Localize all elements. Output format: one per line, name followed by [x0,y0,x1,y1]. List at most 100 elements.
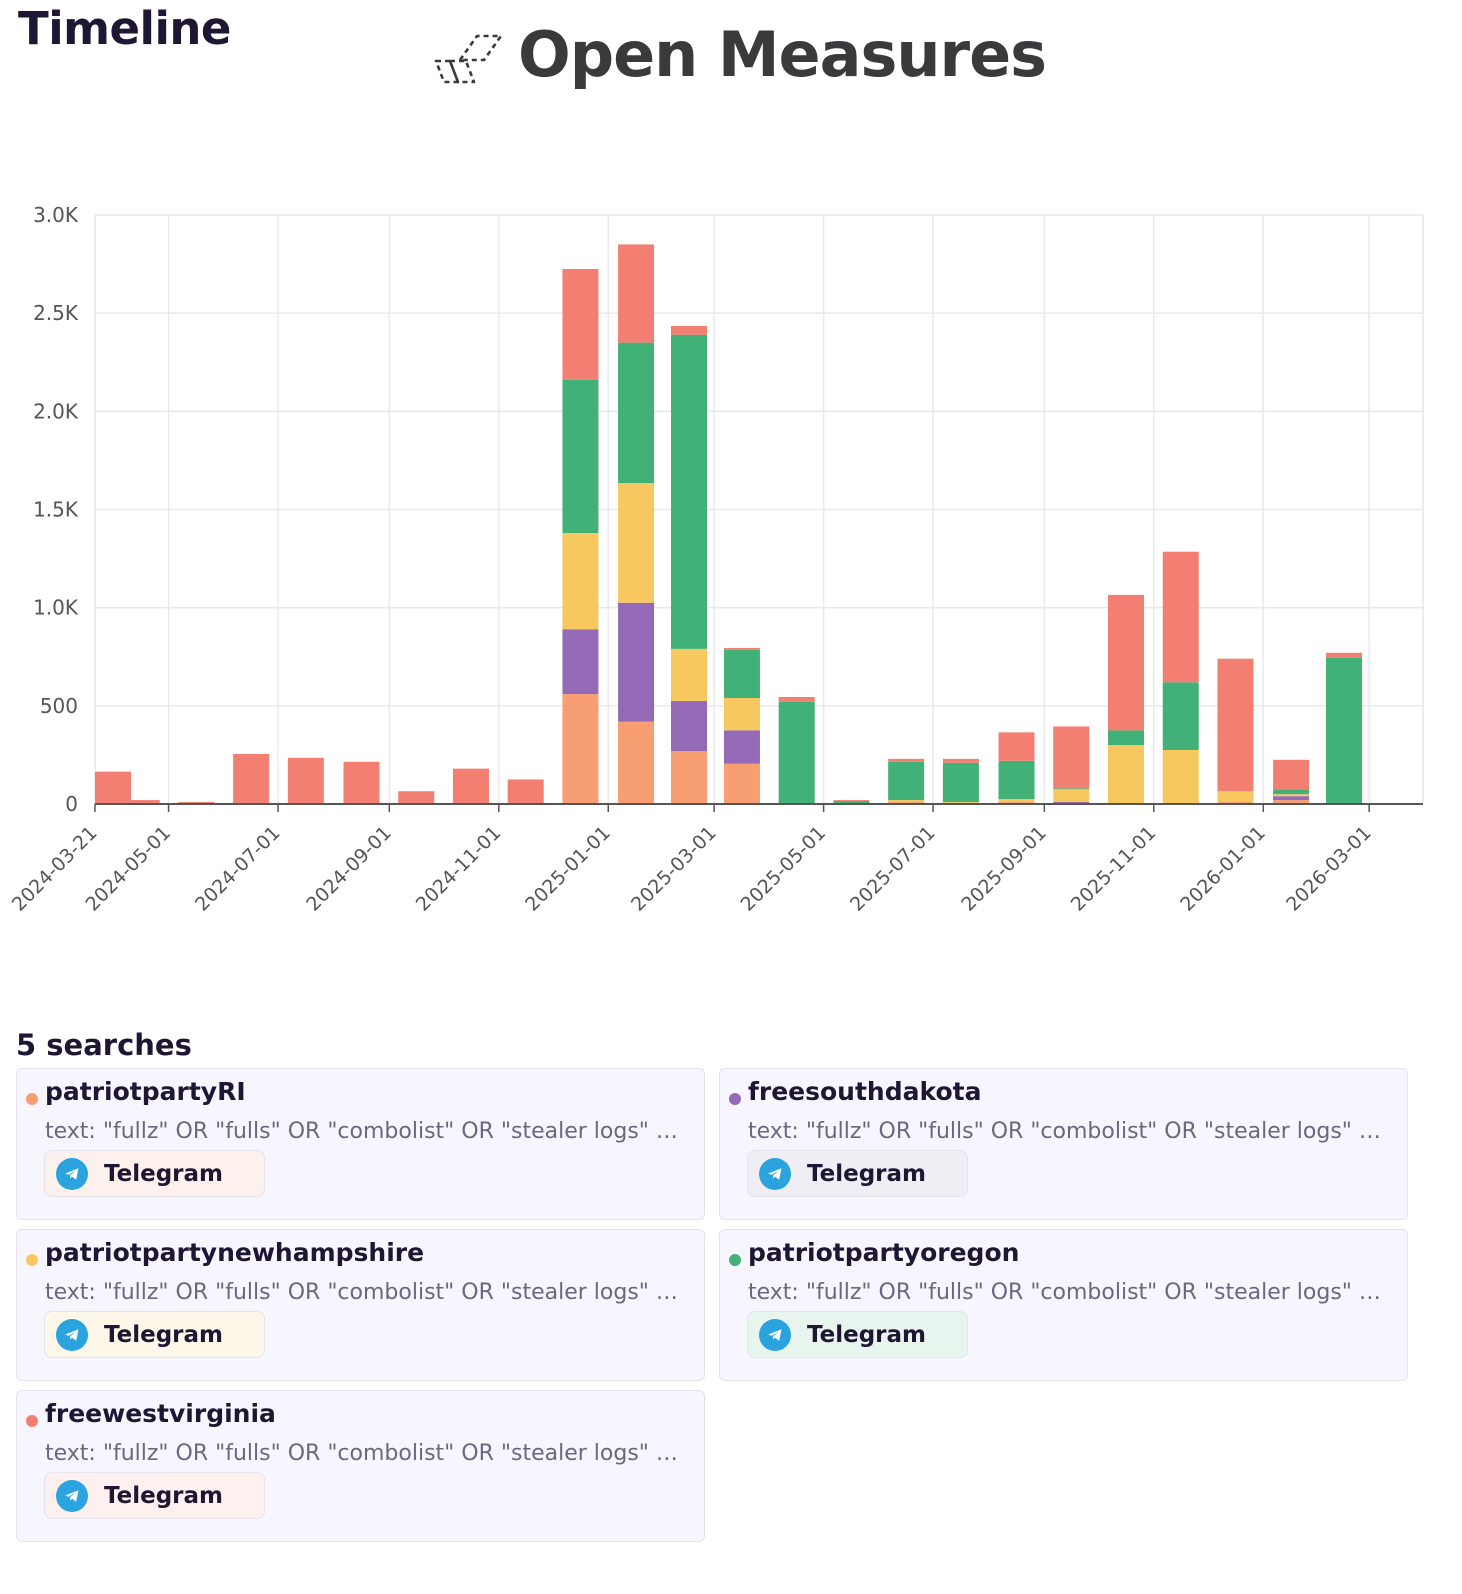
bar-segment-freewestvirginia [1107,594,1144,731]
platform-label: Telegram [807,1160,927,1187]
bar-segment-patriotpartynewhampshire [998,799,1035,803]
platform-badge[interactable]: Telegram [44,1472,265,1519]
bar-segment-patriotpartyRI [618,721,655,804]
x-tick-label: 2026-03-01 [1282,822,1376,916]
bar-segment-patriotpartynewhampshire [1217,791,1254,803]
bar-segment-freewestvirginia [287,757,324,804]
bar-segment-patriotpartyoregon [888,761,925,801]
search-color-dot [26,1093,38,1105]
bar-segment-freewestvirginia [723,647,760,650]
bar-segment-patriotpartyoregon [618,342,655,483]
bar-segment-patriotpartyoregon [998,760,1035,800]
search-card[interactable]: freewestvirginia text: "fullz" OR "fulls"… [16,1390,705,1542]
bar-segment-patriotpartyoregon [1053,788,1090,790]
x-tick-label: 2024-07-01 [191,822,285,916]
brand[interactable]: Open Measures [432,18,1047,91]
search-name: patriotpartynewhampshire [45,1238,425,1267]
bar-segment-patriotpartyoregon [1273,789,1310,795]
bar-segment-freesouthdakota [1273,796,1310,801]
platform-badge[interactable]: Telegram [44,1150,265,1197]
bar-segment-patriotpartynewhampshire [723,697,760,731]
telegram-icon [759,1318,791,1351]
bar-segment-freewestvirginia [888,758,925,762]
bar-segment-patriotpartynewhampshire [1273,794,1310,797]
telegram-icon [56,1157,88,1190]
bar-segment-patriotpartyoregon [833,801,870,804]
search-name: patriotpartyoregon [748,1238,1020,1267]
search-name: patriotpartyRI [45,1077,246,1106]
bar-segment-freewestvirginia [562,268,599,380]
platform-badge[interactable]: Telegram [747,1311,968,1358]
bar-segment-patriotpartyoregon [942,762,979,803]
search-color-dot [729,1254,741,1266]
bar-segment-patriotpartynewhampshire [562,533,599,630]
search-name: freewestvirginia [45,1399,276,1428]
open-measures-logo-icon [434,34,503,83]
x-tick-label: 2025-09-01 [957,822,1051,916]
platform-badge[interactable]: Telegram [44,1311,265,1358]
bar-segment-patriotpartynewhampshire [1162,750,1199,804]
search-card[interactable]: patriotpartyRI text: "fullz" OR "fulls" O… [16,1068,705,1220]
telegram-icon [56,1479,88,1512]
y-tick-label: 1.5K [33,498,79,522]
platform-badge[interactable]: Telegram [747,1150,968,1197]
bar-segment-patriotpartyRI [1273,800,1310,804]
y-tick-label: 1.0K [33,596,79,620]
platform-label: Telegram [104,1321,224,1348]
platform-label: Telegram [104,1160,224,1187]
bar-segment-freewestvirginia [507,779,544,804]
bar-segment-patriotpartynewhampshire [1107,745,1144,804]
search-card[interactable]: freesouthdakota text: "fullz" OR "fulls" … [719,1068,1408,1220]
bar-segment-patriotpartyRI [671,750,708,804]
y-tick-label: 2.5K [33,301,79,325]
x-tick-label: 2025-05-01 [737,822,831,916]
telegram-icon [56,1318,88,1351]
bar-segment-patriotpartynewhampshire [942,802,979,804]
x-tick-label: 2024-09-01 [302,822,396,916]
bar-segment-patriotpartyoregon [1162,682,1199,751]
x-tick-label: 2025-03-01 [627,822,721,916]
search-query: text: "fullz" OR "fulls" OR "combolist" … [748,1119,1388,1144]
search-color-dot [26,1415,38,1427]
bar-segment-patriotpartynewhampshire [618,482,655,603]
search-query: text: "fullz" OR "fulls" OR "combolist" … [45,1441,685,1466]
bar-segment-freewestvirginia [998,732,1035,761]
search-query: text: "fullz" OR "fulls" OR "combolist" … [45,1119,685,1144]
bar-segment-freewestvirginia [618,244,655,343]
bar-segment-freewestvirginia [942,758,979,763]
bar-segment-patriotpartyoregon [723,649,760,698]
x-tick-label: 2025-01-01 [521,822,615,916]
bar-segment-freewestvirginia [1217,658,1254,792]
page-title: Timeline [18,2,231,55]
y-tick-label: 3.0K [33,203,79,227]
x-tick-label: 2025-11-01 [1067,822,1161,916]
search-color-dot [729,1093,741,1105]
platform-label: Telegram [807,1321,927,1348]
bar-segment-freesouthdakota [671,700,708,751]
search-color-dot [26,1254,38,1266]
timeline-chart: 05001.0K1.5K2.0K2.5K3.0K2024-03-212024-0… [8,203,1424,916]
bar-segment-freewestvirginia [1053,726,1090,789]
search-query: text: "fullz" OR "fulls" OR "combolist" … [45,1280,685,1305]
bar-segment-freewestvirginia [833,800,870,802]
bar-segment-freewestvirginia [1326,652,1363,658]
x-tick-label: 2024-11-01 [412,822,506,916]
x-tick-label: 2026-01-01 [1176,822,1270,916]
telegram-icon [759,1157,791,1190]
bar-segment-freewestvirginia [95,771,131,804]
bar-segment-freewestvirginia [398,791,435,804]
search-card[interactable]: patriotpartynewhampshire text: "fullz" OR… [16,1229,705,1381]
bar-segment-freewestvirginia [233,753,270,804]
bar-segment-freewestvirginia [343,761,380,804]
bar-segment-freesouthdakota [723,730,760,764]
search-card[interactable]: patriotpartyoregon text: "fullz" OR "full… [719,1229,1408,1381]
bar-segment-freewestvirginia [1273,759,1310,790]
brand-name: Open Measures [518,18,1047,91]
y-tick-label: 0 [65,792,78,816]
bar-segment-patriotpartyoregon [1107,730,1144,746]
bar-segment-patriotpartyoregon [562,379,599,534]
bar-segment-freewestvirginia [452,768,489,804]
search-query: text: "fullz" OR "fulls" OR "combolist" … [748,1280,1388,1305]
bar-segment-patriotpartyoregon [671,334,708,649]
